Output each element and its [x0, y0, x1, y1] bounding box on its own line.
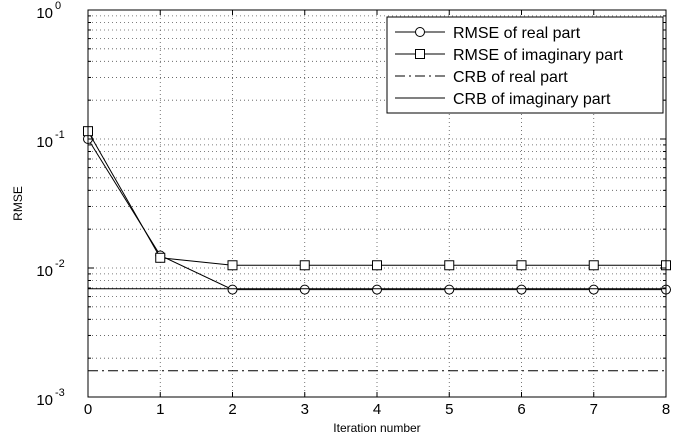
series-2 [83, 126, 671, 271]
legend-marker [415, 49, 425, 59]
y-tick-exponent: 0 [55, 0, 61, 12]
y-tick-exponent: -1 [55, 129, 65, 141]
y-tick-label: 10 [36, 134, 53, 151]
series-marker [299, 260, 310, 271]
series-marker [516, 284, 527, 295]
legend-label: RMSE of imaginary part [453, 47, 623, 64]
x-tick-label: 3 [301, 401, 309, 418]
x-tick-label: 2 [228, 401, 236, 418]
x-tick-label: 8 [662, 401, 670, 418]
series-marker [516, 260, 527, 271]
x-tick-label: 5 [445, 401, 453, 418]
legend-label: RMSE of real part [453, 25, 581, 42]
x-tick-label: 6 [517, 401, 525, 418]
y-axis-label: RMSE [11, 186, 25, 221]
y-tick-label: 10 [36, 263, 53, 280]
series-marker [444, 260, 455, 271]
legend-box [386, 16, 664, 114]
x-tick-label: 0 [84, 401, 92, 418]
legend-label: CRB of imaginary part [453, 91, 611, 108]
series-marker [372, 284, 382, 295]
series-marker [588, 260, 599, 271]
x-tick-label: 1 [156, 401, 164, 418]
legend: RMSE of real part RMSE of imaginary part C… [386, 16, 664, 114]
series-marker [227, 284, 238, 295]
series-marker [227, 260, 238, 271]
series-marker [155, 252, 166, 263]
series-marker [444, 284, 455, 295]
y-tick-label: 10 [36, 392, 53, 409]
series-marker [372, 260, 382, 271]
grid [88, 10, 666, 397]
y-tick-exponent: -2 [55, 258, 65, 270]
x-tick-label: 4 [373, 401, 381, 418]
legend-marker [415, 27, 425, 37]
series-marker [299, 284, 310, 295]
legend-label: CRB of real part [453, 69, 568, 86]
y-tick-exponent: -3 [55, 387, 65, 399]
series-marker [588, 284, 599, 295]
y-tick-label: 10 [36, 5, 53, 22]
x-axis-label: Iteration number [333, 421, 420, 435]
x-tick-label: 7 [590, 401, 598, 418]
